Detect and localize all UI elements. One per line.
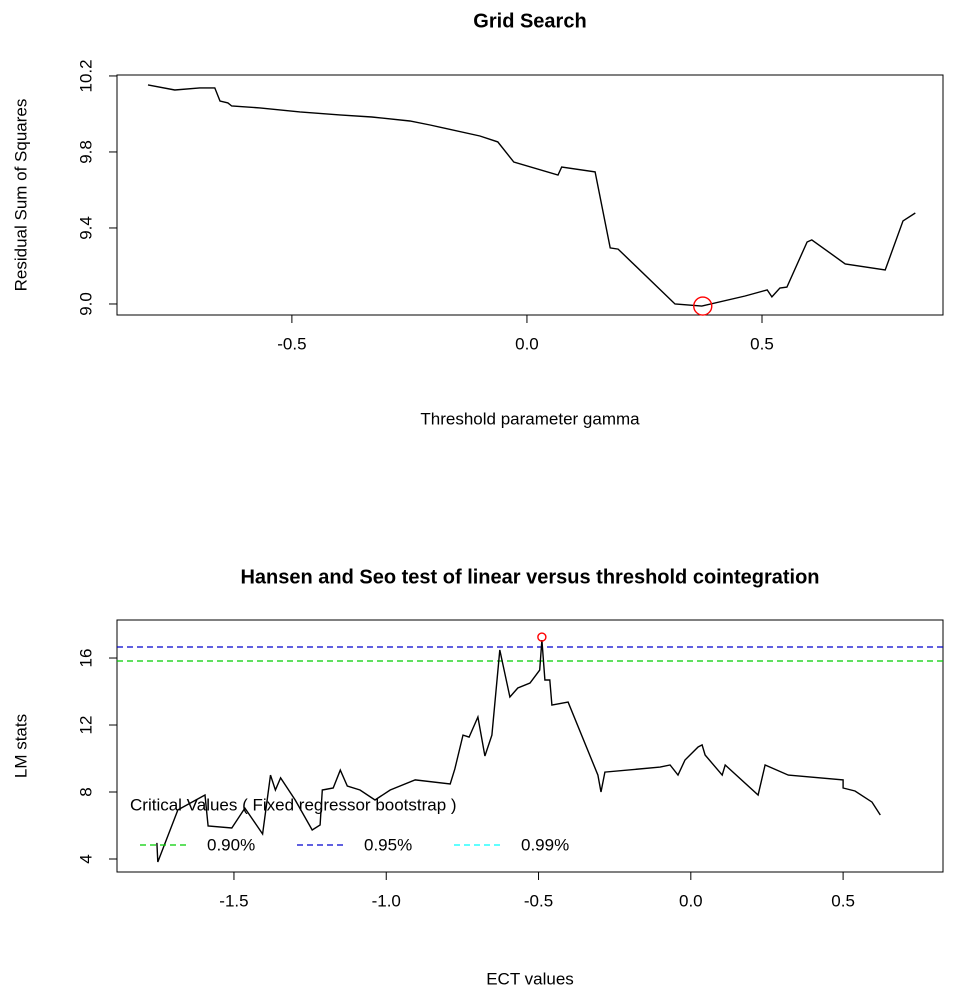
legend-title: Critical Values ( Fixed regressor bootst… xyxy=(130,795,457,814)
x-tick-label: -0.5 xyxy=(524,891,553,910)
chart-title: Grid Search xyxy=(473,10,586,32)
x-tick-label: -0.5 xyxy=(277,334,306,353)
plot-box xyxy=(116,74,944,316)
y-tick-label: 16 xyxy=(76,649,95,668)
x-tick-label: 0.0 xyxy=(515,334,539,353)
data-line xyxy=(147,84,916,307)
y-tick-label: 12 xyxy=(76,716,95,735)
chart-title: Hansen and Seo test of linear versus thr… xyxy=(240,566,819,588)
x-axis-label: Threshold parameter gamma xyxy=(420,409,640,428)
minimum-marker xyxy=(537,632,547,642)
legend-label: 0.90% xyxy=(207,835,255,854)
y-axis-label: LM stats xyxy=(11,714,30,778)
minimum-marker xyxy=(693,296,713,316)
legend-label: 0.95% xyxy=(364,835,412,854)
plot-box xyxy=(116,619,944,873)
y-tick-label: 9.0 xyxy=(76,292,95,316)
x-tick-label: 0.5 xyxy=(750,334,774,353)
y-tick-label: 9.8 xyxy=(76,140,95,164)
x-axis-label: ECT values xyxy=(486,969,574,988)
y-axis-label: Residual Sum of Squares xyxy=(11,99,30,292)
x-tick-label: -1.0 xyxy=(372,891,401,910)
data-line xyxy=(156,640,881,863)
y-tick-label: 10.2 xyxy=(76,59,95,92)
x-tick-label: -1.5 xyxy=(219,891,248,910)
x-tick-label: 0.5 xyxy=(831,891,855,910)
y-tick-label: 8 xyxy=(76,787,95,796)
y-tick-label: 9.4 xyxy=(76,216,95,240)
x-tick-label: 0.0 xyxy=(679,891,703,910)
legend-label: 0.99% xyxy=(521,835,569,854)
y-tick-label: 4 xyxy=(76,854,95,863)
